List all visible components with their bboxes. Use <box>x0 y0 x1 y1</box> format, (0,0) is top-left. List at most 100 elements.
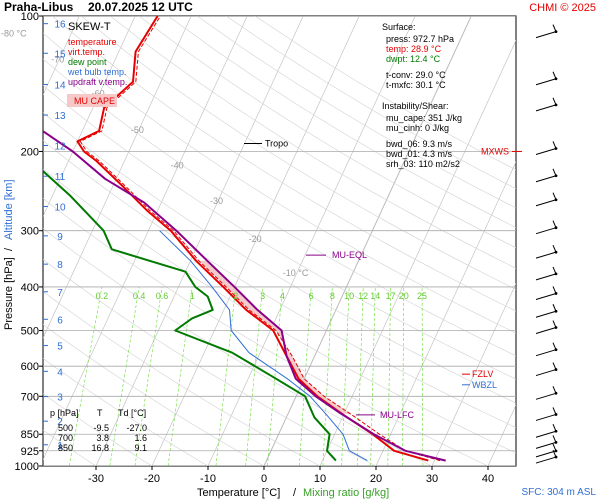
annotations: Tropo MU-EQL MU-LFC FZLV WBZL MXWS <box>244 138 522 420</box>
freezing-level-label: FZLV <box>472 369 493 379</box>
isotherm-line <box>151 16 360 466</box>
wind-barb-shaft <box>535 227 557 235</box>
mixing-ratio-label: 0.6 <box>156 291 169 301</box>
table-cell-t850: 16.8 <box>91 443 109 453</box>
isotherm-line <box>43 16 80 96</box>
mixing-ratio-label: 0.2 <box>96 291 109 301</box>
mixing-ratio-label: 8 <box>330 291 335 301</box>
wind-barb-dot <box>554 413 558 416</box>
x-tick-label: -30 <box>88 473 104 485</box>
wind-barb-dot <box>554 103 558 107</box>
wind-barb-shaft <box>535 147 557 155</box>
dry-adiabat-line <box>43 32 516 334</box>
table-header-pressure: p [hPa] <box>50 408 79 418</box>
wind-barb-shaft <box>535 413 557 421</box>
surface-t-conv: t-conv: 29.0 °C <box>386 70 446 80</box>
y-tick-label: 700 <box>21 391 39 403</box>
instability-info: Instability/Shear: mu_cape: 351 J/kg mu_… <box>382 101 462 169</box>
surface-temperature: temp: 28.9 °C <box>386 44 442 54</box>
dry-adiabat-line <box>138 16 516 249</box>
y-tick-label: 300 <box>21 226 39 238</box>
mixing-ratio-line <box>167 286 193 466</box>
wind-barb-dot <box>554 272 558 276</box>
legend-item-updraft: updraft v.temp. <box>68 77 127 87</box>
wet-bulb-line <box>159 230 368 462</box>
altitude-tick-label: 6 <box>57 315 63 326</box>
tropopause-label: Tropo <box>265 138 288 148</box>
altitude-tick-label: 11 <box>55 172 66 183</box>
altitude-tick-label: 3 <box>57 393 63 404</box>
mixing-ratio-label: 25 <box>417 291 427 301</box>
axis-layer: -30 -20 -10 0 10 20 30 401002003004005006007008… <box>15 11 495 485</box>
wind-barb-dot <box>554 77 558 81</box>
mu-cape-value: mu_cape: 351 J/kg <box>386 113 462 123</box>
table-header-t: T <box>97 408 103 418</box>
wind-barb-shaft <box>535 175 557 183</box>
parcel-updraft-line <box>43 129 446 462</box>
surface-dewpoint: dwpt: 12.4 °C <box>386 54 441 64</box>
station-name: Praha-Libus <box>4 0 74 14</box>
isotherm-label: -70 <box>51 55 64 65</box>
x-tick-label: 10 <box>314 473 326 485</box>
isotherm-line <box>544 16 600 466</box>
wind-barb-dot <box>554 326 558 329</box>
y-tick-label: 850 <box>21 429 39 441</box>
y-tick-label: 200 <box>21 146 39 158</box>
wind-barb-dot <box>554 348 558 352</box>
dry-adiabat-line <box>110 16 516 269</box>
isotherm-label: -30 <box>210 196 223 206</box>
wind-barb-shaft <box>535 199 557 207</box>
y-tick-label: 100 <box>21 11 39 23</box>
table-cell-td850: 9.1 <box>134 443 147 453</box>
surface-title: Surface: <box>382 22 416 32</box>
instability-title: Instability/Shear: <box>382 101 449 111</box>
series-layer <box>43 16 446 462</box>
wind-barb-dot <box>554 292 558 295</box>
table-cell-p500: 500 <box>58 423 73 433</box>
virtual-temperature-line <box>79 16 441 462</box>
isotherm-label: -50 <box>131 125 144 135</box>
x-tick-label: 0 <box>261 473 267 485</box>
wind-barb-shaft <box>535 273 557 281</box>
mixing-ratio-line <box>215 286 237 466</box>
mixing-ratio-label: 0.4 <box>133 291 146 301</box>
legend-item-wet-bulb: wet bulb temp. <box>67 67 127 77</box>
wind-barb-dot <box>554 30 558 34</box>
x-axis-title: Temperature [°C] <box>197 487 280 499</box>
wind-barb-shaft <box>535 369 557 377</box>
levels-table: p [hPa] T Td [°C] 500 -9.5 -27.0 700 3.8… <box>50 408 147 453</box>
table-cell-p850: 850 <box>58 443 73 453</box>
isotherm-line <box>207 16 416 466</box>
x-tick-label: -10 <box>200 473 216 485</box>
altitude-tick-label: 10 <box>54 202 66 213</box>
wind-barb-dot <box>554 147 558 150</box>
isotherm-line <box>43 16 136 217</box>
y-axis-title: Pressure [hPa] <box>3 257 15 330</box>
altitude-tick-label: 4 <box>57 367 63 378</box>
dewpoint-line <box>43 169 337 462</box>
surface-pressure: press: 972.7 hPa <box>386 34 454 44</box>
legend-item-dew-point: dew point <box>68 57 107 67</box>
y-tick-label: 500 <box>21 326 39 338</box>
altitude-tick-label: 1 <box>57 441 63 452</box>
altitude-tick-label: 8 <box>57 260 63 271</box>
altitude-tick-label: 13 <box>54 111 66 122</box>
mu-cinh-value: mu_cinh: 0 J/kg <box>386 123 449 133</box>
wind-barb-shaft <box>535 392 557 400</box>
wind-barb-shaft <box>535 251 557 259</box>
mu-cape-badge <box>67 94 117 107</box>
y-tick-label: 400 <box>21 282 39 294</box>
altitude-tick-label: 16 <box>54 20 66 31</box>
surface-t-mxfc: t-mxfc: 30.1 °C <box>386 80 446 90</box>
wind-barb-shaft <box>535 292 557 300</box>
wind-barb-dot <box>554 174 558 178</box>
srh-03-value: srh_03: 110 m2/s2 <box>386 159 460 169</box>
mixing-ratio-line <box>68 286 103 466</box>
altitude-tick-label: 12 <box>54 142 66 153</box>
isotherm-line <box>319 39 516 466</box>
max-wind-speed-label: MXWS <box>481 146 509 156</box>
isotherm-line <box>375 161 516 466</box>
wind-barbs <box>535 24 558 464</box>
wind-barb-dot <box>554 455 558 459</box>
